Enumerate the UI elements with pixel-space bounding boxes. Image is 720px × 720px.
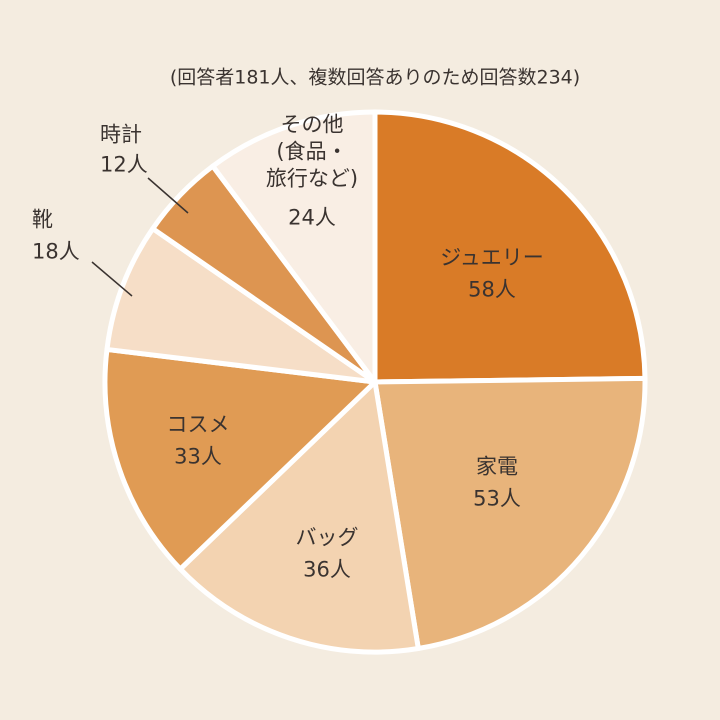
pie-slice (102, 346, 378, 572)
slice-label: ジュエリー (440, 245, 544, 270)
value-label: 36人 (303, 557, 351, 582)
value-label: 53人 (473, 486, 521, 511)
value-label: 58人 (468, 277, 516, 302)
chart-title: (回答者181人、複数回答ありのため回答数234) (169, 66, 581, 89)
leader-line (147, 177, 189, 214)
pie-slice (372, 109, 648, 385)
leader-line (91, 261, 133, 297)
slice-label: 時計 (100, 122, 142, 147)
pie-slice (177, 379, 421, 655)
pie-slice (372, 375, 648, 652)
slice-label: 靴 (32, 207, 53, 232)
slice-label: バッグ (295, 525, 359, 550)
value-label: 33人 (174, 444, 222, 469)
pie-slice (104, 226, 378, 385)
slice-label: その他 (食品・ 旅行など) (265, 112, 359, 191)
slice-label: 家電 (476, 454, 518, 479)
pie-slice (210, 109, 378, 385)
slice-label: コスメ (166, 412, 230, 437)
value-label: 18人 (32, 239, 80, 264)
value-label: 24人 (288, 205, 336, 230)
value-label: 12人 (100, 152, 148, 177)
